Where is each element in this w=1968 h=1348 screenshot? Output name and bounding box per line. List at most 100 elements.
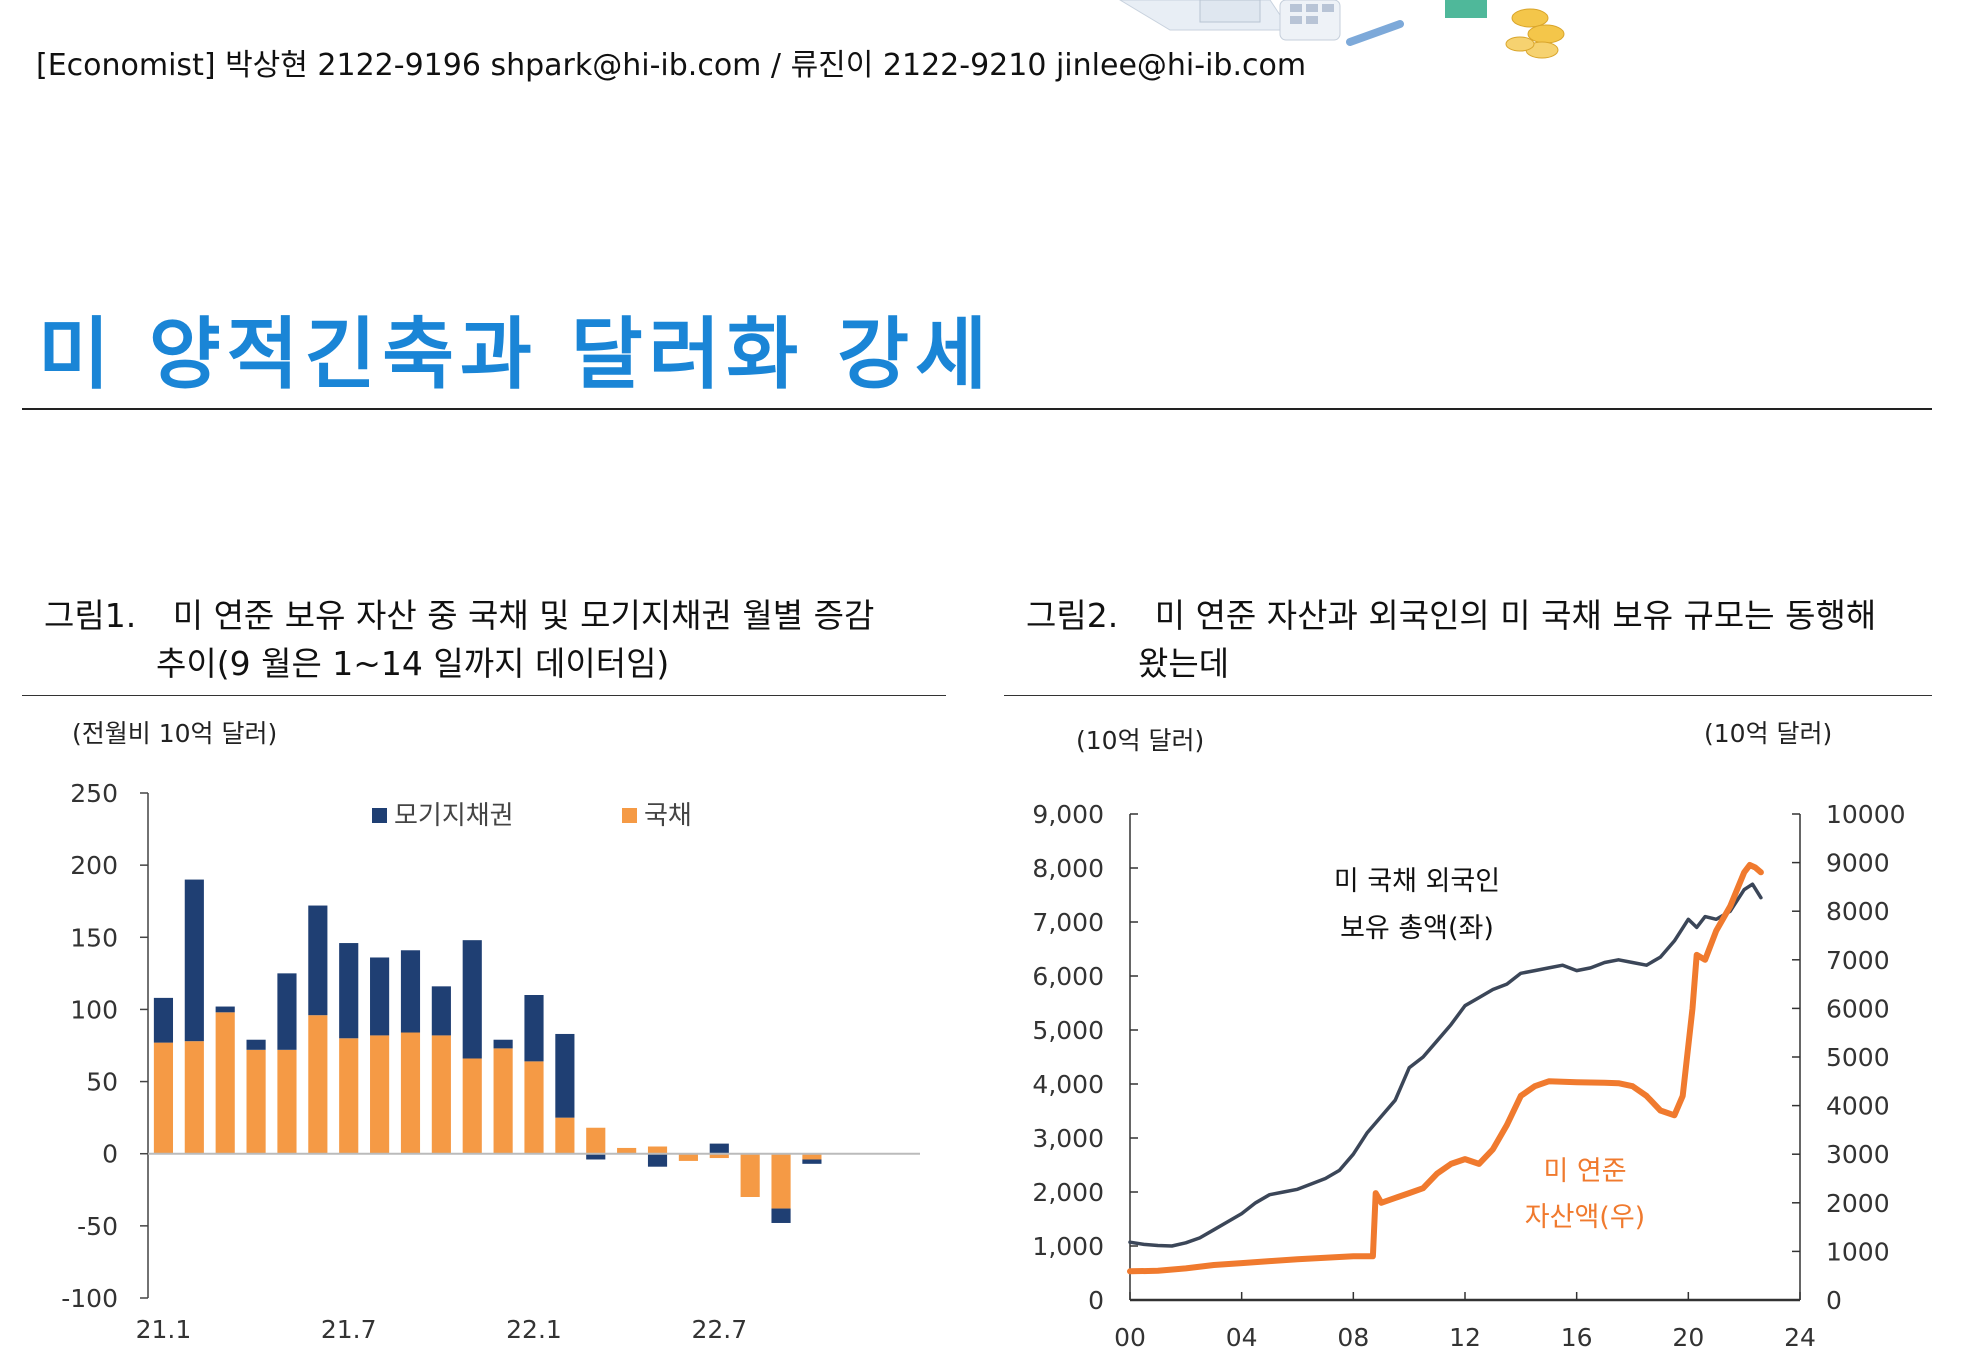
title-divider xyxy=(22,408,1932,410)
chart2-right-tick-label: 1000 xyxy=(1826,1237,1890,1266)
figure1-caption-line2: 추이(9 월은 1~14 일까지 데이터임) xyxy=(156,644,670,683)
mbs-bar xyxy=(647,1153,668,1167)
chart2-right-tick-label: 3000 xyxy=(1826,1140,1890,1169)
mbs-bar xyxy=(400,950,421,1033)
treasury-bar xyxy=(771,1153,791,1209)
treasury-bar xyxy=(184,1041,204,1154)
treasury-bar xyxy=(339,1038,359,1154)
legend-label: 국채 xyxy=(644,801,692,831)
chart1-y-tick-label: -50 xyxy=(77,1212,118,1241)
treasury-bar xyxy=(400,1032,421,1154)
foreign-holdings-annotation-line2: 보유 총액(좌) xyxy=(1340,913,1494,944)
mbs-bar xyxy=(802,1159,822,1164)
chart2-left-tick-label: 3,000 xyxy=(1032,1124,1104,1153)
treasury-bar xyxy=(555,1117,575,1154)
chart2-left-tick-label: 5,000 xyxy=(1032,1016,1104,1045)
mbs-bar xyxy=(555,1033,575,1118)
fed-holdings-monthly-bar-chart: (전월비 10억 달러) 250 200 150 100 50 0 -50 -100 21.1 2… xyxy=(61,719,920,1344)
chart2-right-tick-label: 7000 xyxy=(1826,946,1890,975)
pen-icon xyxy=(1346,20,1404,46)
mbs-bar xyxy=(493,1039,513,1049)
mbs-bar xyxy=(586,1153,606,1160)
mbs-bar xyxy=(462,940,482,1059)
treasury-bar xyxy=(647,1146,668,1154)
mbs-bar xyxy=(184,879,204,1042)
mbs-bar xyxy=(215,1006,235,1013)
foreign-holdings-annotation-line1: 미 국채 외국인 xyxy=(1334,866,1500,897)
chart2-left-tick-label: 9,000 xyxy=(1032,800,1104,829)
chart2-left-unit-label: (10억 달러) xyxy=(1076,726,1204,755)
treasury-bar xyxy=(617,1147,637,1154)
chart2-right-tick-label: 4000 xyxy=(1826,1092,1890,1121)
chart2-right-unit-label: (10억 달러) xyxy=(1704,719,1832,748)
page-title: 미 양적긴축과 달러화 강세 xyxy=(38,310,993,400)
fed-assets-vs-foreign-holdings-line-chart: (10억 달러) (10억 달러) 9,000 8,000 7,000 6,000 5,… xyxy=(1032,719,1906,1348)
chart2-left-tick-label: 6,000 xyxy=(1032,962,1104,991)
treasury-bar xyxy=(370,1035,390,1154)
figure2-caption: 그림2. 미 연준 자산과 외국인의 미 국채 보유 규모는 동행해 왔는데 xyxy=(1026,592,1876,688)
mbs-bar xyxy=(153,997,174,1043)
legend-swatch xyxy=(622,808,637,823)
treasury-bar xyxy=(308,1015,328,1154)
treasury-bar xyxy=(215,1012,235,1154)
figure2-caption-divider xyxy=(1004,695,1932,696)
chart2-left-tick-label: 2,000 xyxy=(1032,1178,1104,1207)
treasury-bar xyxy=(431,1035,451,1154)
treasury-bar xyxy=(802,1153,822,1160)
chart1-x-tick-label: 21.1 xyxy=(136,1315,192,1344)
coins-icon xyxy=(1505,8,1565,59)
authors-contact-line: [Economist] 박상현 2122-9196 shpark@hi-ib.c… xyxy=(36,48,1307,83)
figure2-caption-line2: 왔는데 xyxy=(1138,644,1230,683)
mbs-bar xyxy=(431,986,451,1036)
chart1-y-tick-label: 50 xyxy=(86,1068,118,1097)
chart2-x-tick-label: 00 xyxy=(1114,1323,1146,1348)
treasury-bar xyxy=(462,1058,482,1154)
treasury-bar xyxy=(493,1048,513,1154)
chart1-y-tick-label: 0 xyxy=(102,1140,118,1169)
fed-assets-annotation-line1: 미 연준 xyxy=(1543,1156,1626,1187)
treasury-bar xyxy=(277,1049,297,1154)
treasury-bar xyxy=(586,1127,606,1154)
treasury-bar xyxy=(524,1061,544,1154)
mbs-bar xyxy=(709,1143,729,1154)
chart2-right-tick-label: 9000 xyxy=(1826,849,1890,878)
chart2-right-tick-label: 5000 xyxy=(1826,1043,1890,1072)
chart1-y-tick-label: 250 xyxy=(70,779,118,808)
chart1-x-tick-label: 22.7 xyxy=(691,1315,747,1344)
chart2-right-tick-label: 8000 xyxy=(1826,897,1890,926)
chart1-y-tick-label: 100 xyxy=(70,995,118,1024)
treasury-bar xyxy=(153,1042,174,1154)
mbs-bar xyxy=(277,973,297,1050)
chart2-x-tick-label: 16 xyxy=(1561,1323,1593,1348)
chart1-x-tick-label: 22.1 xyxy=(506,1315,562,1344)
chart1-y-tick-label: 200 xyxy=(70,851,118,880)
chart2-left-tick-label: 4,000 xyxy=(1032,1070,1104,1099)
chart2-right-tick-label: 0 xyxy=(1826,1286,1842,1315)
chart2-left-tick-label: 8,000 xyxy=(1032,854,1104,883)
mbs-bar xyxy=(370,957,390,1036)
mbs-bar xyxy=(524,995,544,1062)
chart1-x-tick-label: 21.7 xyxy=(321,1315,377,1344)
legend-label: 모기지채권 xyxy=(394,801,514,831)
figure1-caption-number: 그림1. xyxy=(44,596,137,635)
chart2-x-tick-label: 20 xyxy=(1672,1323,1704,1348)
treasury-bar xyxy=(709,1153,729,1159)
chart2-right-tick-label: 10000 xyxy=(1826,800,1906,829)
chart2-left-tick-label: 7,000 xyxy=(1032,908,1104,937)
treasury-bar xyxy=(678,1153,698,1161)
figure1-caption-line1: 미 연준 보유 자산 중 국채 및 모기지채권 월별 증감 xyxy=(172,596,875,635)
treasury-bar xyxy=(246,1049,266,1154)
chart1-unit-label: (전월비 10억 달러) xyxy=(72,719,277,748)
chart2-left-tick-label: 0 xyxy=(1088,1286,1104,1315)
fed-assets-line xyxy=(1127,862,1764,1275)
finance-illustration-icon xyxy=(1119,0,1565,59)
figure1-caption-divider xyxy=(22,695,946,696)
chart2-right-tick-label: 6000 xyxy=(1826,994,1890,1023)
mbs-bar xyxy=(308,905,328,1016)
fed-assets-annotation-line2: 자산액(우) xyxy=(1525,1202,1645,1233)
chart2-left-tick-label: 1,000 xyxy=(1032,1232,1104,1261)
chart2-x-tick-label: 24 xyxy=(1784,1323,1816,1348)
figure1-caption: 그림1. 미 연준 보유 자산 중 국채 및 모기지채권 월별 증감 추이(9 … xyxy=(44,592,874,688)
chart1-y-tick-label: -100 xyxy=(61,1284,118,1313)
mbs-bar xyxy=(339,943,359,1039)
